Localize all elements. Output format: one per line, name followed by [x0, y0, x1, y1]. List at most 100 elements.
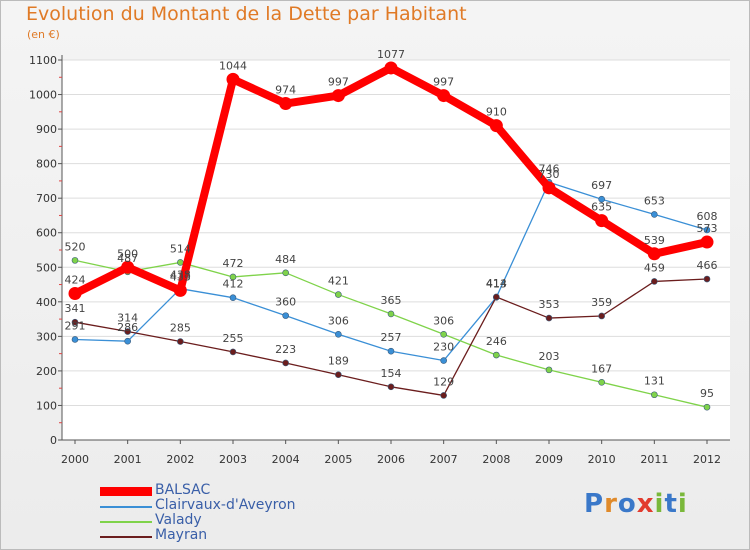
data-point: [703, 226, 711, 234]
data-point: [282, 269, 289, 277]
data-point: [177, 259, 184, 266]
data-label: 255: [223, 332, 244, 345]
data-point: [489, 119, 503, 133]
data-point: [335, 371, 342, 379]
data-label: 306: [328, 314, 349, 327]
data-label: 730: [539, 168, 560, 181]
x-tick-label: 2010: [588, 453, 616, 466]
data-label: 189: [328, 355, 349, 368]
data-point: [226, 72, 240, 86]
axes: [61, 55, 730, 441]
data-point: [651, 278, 658, 285]
data-label: 459: [644, 261, 665, 274]
data-label: 353: [539, 298, 560, 311]
data-label: 285: [170, 322, 191, 335]
legend-swatch: [100, 521, 152, 523]
logo-letter: o: [617, 489, 637, 519]
x-tick-label: 2001: [114, 453, 142, 466]
data-label: 910: [486, 106, 507, 119]
data-label: 154: [381, 367, 402, 380]
data-point: [335, 291, 342, 298]
y-tick-label: 1100: [29, 54, 57, 67]
x-tick-label: 2007: [430, 453, 458, 466]
x-tick-label: 2004: [272, 453, 300, 466]
data-label: 413: [486, 277, 507, 290]
data-label: 365: [381, 294, 402, 307]
data-label: 412: [223, 278, 244, 291]
proxiti-logo: Proxiti: [584, 489, 688, 519]
data-label: 500: [117, 247, 138, 260]
legend-label: Clairvaux-d'Aveyron: [155, 497, 296, 513]
data-point: [651, 391, 658, 399]
data-point: [651, 211, 658, 218]
data-point: [71, 318, 79, 326]
legend-swatch: [100, 506, 152, 508]
line-chart: 0 100 200 300 400 500 600 700 800 900 1000 1100 200…: [29, 48, 730, 466]
data-point: [387, 347, 395, 355]
data-point: [387, 310, 395, 318]
y-tick-label: 1000: [29, 89, 57, 102]
data-point: [437, 89, 451, 103]
data-point: [703, 275, 711, 283]
legend-label: BALSAC: [155, 482, 211, 498]
data-point: [493, 351, 500, 359]
data-point: [121, 260, 135, 274]
y-tick-label: 800: [36, 158, 57, 171]
data-point: [703, 403, 711, 411]
data-point: [71, 336, 79, 343]
data-label: 433: [170, 270, 191, 283]
data-label: 487: [117, 252, 138, 265]
data-point: [545, 366, 553, 374]
data-label: 438: [170, 269, 191, 282]
data-label: 424: [65, 274, 86, 287]
x-tick-label: 2009: [535, 453, 563, 466]
data-point: [177, 338, 184, 345]
legend-swatch: [100, 536, 152, 538]
data-label: 608: [697, 210, 718, 223]
data-label: 129: [433, 375, 454, 388]
y-axis-ticks: 0 100 200 300 400 500 600 700 800 900 1000 1100: [29, 54, 62, 447]
data-label: 653: [644, 194, 665, 207]
data-label: 223: [275, 343, 296, 356]
y-tick-label: 400: [36, 296, 57, 309]
data-point: [331, 89, 345, 103]
series-group: [68, 61, 714, 411]
data-point: [229, 294, 237, 301]
logo-letter: t: [664, 489, 678, 519]
data-label: 257: [381, 331, 402, 344]
data-point: [542, 181, 556, 195]
data-label: 95: [700, 387, 714, 400]
data-label: 520: [65, 240, 86, 253]
data-point: [598, 379, 605, 386]
y-tick-label: 600: [36, 227, 57, 240]
logo-letter: i: [654, 489, 665, 519]
data-point: [598, 195, 605, 203]
data-label: 484: [275, 253, 296, 266]
data-labels: 424 500 433 1044 974 997 1077 997 910 730 635 539 57…: [65, 48, 718, 400]
data-point: [598, 312, 605, 320]
data-point: [387, 383, 395, 391]
data-point: [124, 337, 131, 345]
x-tick-label: 2005: [324, 453, 352, 466]
legend-swatch: [100, 487, 152, 496]
data-point: [279, 97, 293, 111]
data-label: 421: [328, 275, 349, 288]
data-label: 514: [170, 242, 191, 255]
data-label: 1044: [219, 59, 247, 72]
x-tick-label: 2003: [219, 453, 247, 466]
data-label: 573: [697, 222, 718, 235]
x-tick-label: 2011: [640, 453, 668, 466]
legend-label: Mayran: [155, 527, 208, 543]
x-tick-label: 2000: [61, 453, 89, 466]
data-label: 360: [275, 296, 296, 309]
y-tick-label: 700: [36, 192, 57, 205]
data-point: [282, 312, 289, 319]
logo-letter: i: [677, 489, 688, 519]
data-label: 539: [644, 234, 665, 247]
y-tick-label: 500: [36, 261, 57, 274]
y-tick-label: 300: [36, 330, 57, 343]
data-label: 291: [65, 319, 86, 332]
data-label: 1077: [377, 48, 405, 61]
data-label: 167: [591, 362, 612, 375]
data-label: 131: [644, 375, 665, 388]
